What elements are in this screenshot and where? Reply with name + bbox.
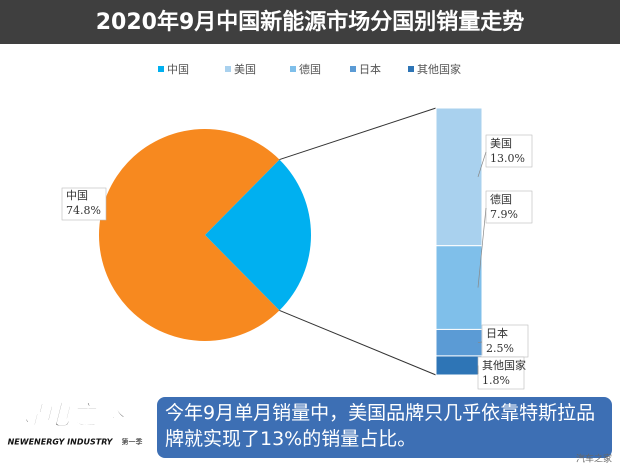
category-label: 德国 bbox=[490, 192, 512, 206]
bar-segment bbox=[435, 107, 483, 247]
watermark: 汽车之家 bbox=[576, 453, 612, 465]
label-leader bbox=[477, 207, 487, 288]
category-label: 中国 bbox=[66, 189, 88, 202]
label-box bbox=[485, 190, 533, 224]
label-leader bbox=[477, 151, 487, 177]
label-box bbox=[61, 187, 107, 221]
logo-subtitle: NEWENERGY INDUSTRY bbox=[8, 438, 114, 447]
value-label: 1.8% bbox=[482, 374, 510, 387]
caption: 今年9月单月销量中，美国品牌只几乎依靠特斯拉品牌就实现了13%的销量占比。 bbox=[165, 402, 596, 450]
logo-season: 第一季 bbox=[122, 437, 143, 446]
connector bbox=[279, 107, 437, 161]
pie-slice bbox=[98, 129, 280, 342]
plot: 美国 13.0% 德国 7.9% 日本 2.5% 其他国家 1.8% 中国 74.8% bbox=[61, 107, 533, 390]
label-box bbox=[485, 134, 533, 168]
legend-label: 美国 bbox=[234, 63, 256, 76]
value-label: 2.5% bbox=[486, 342, 514, 355]
legend-label: 德国 bbox=[299, 62, 321, 76]
legend-label: 中国 bbox=[167, 63, 189, 76]
category-label: 日本 bbox=[486, 326, 508, 340]
pie-slice-group bbox=[205, 159, 312, 311]
bar-segment bbox=[435, 245, 483, 330]
legend-swatch bbox=[408, 66, 414, 72]
category-label: 美国 bbox=[490, 137, 512, 150]
legend-swatch bbox=[350, 66, 356, 72]
legend-swatch bbox=[225, 66, 231, 72]
title-bar bbox=[0, 0, 620, 44]
chart-title: 2020年9月中国新能源市场分国别销量走势 bbox=[96, 9, 525, 35]
value-label: 13.0% bbox=[490, 152, 525, 165]
bar-segment bbox=[435, 355, 483, 376]
category-label: 其他国家 bbox=[482, 358, 526, 372]
legend: 中国 美国 德国 日本 其他国家 bbox=[158, 62, 461, 76]
caption-wrap: 今年9月单月销量中，美国品牌只几乎依靠特斯拉品牌就实现了13%的销量占比。 bbox=[165, 402, 596, 450]
value-label: 7.9% bbox=[490, 208, 518, 221]
legend-swatch bbox=[290, 66, 296, 72]
caption-box bbox=[157, 397, 612, 458]
value-label: 74.8% bbox=[66, 204, 101, 217]
bar-segment bbox=[435, 328, 483, 357]
logo-title: 寻电之路 bbox=[16, 401, 127, 432]
connector bbox=[279, 309, 437, 376]
legend-label: 其他国家 bbox=[417, 62, 461, 76]
label-leader bbox=[477, 341, 483, 344]
legend-label: 日本 bbox=[359, 62, 381, 76]
label-box bbox=[481, 324, 529, 358]
legend-swatch bbox=[158, 66, 164, 72]
